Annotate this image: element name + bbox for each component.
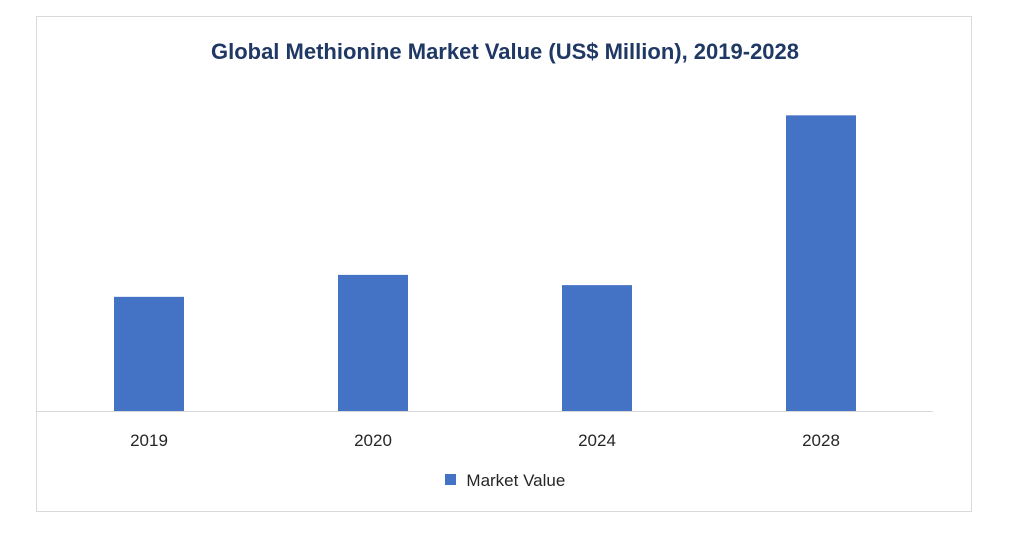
chart-title: Global Methionine Market Value (US$ Mill… — [210, 39, 800, 64]
x-tick-label-2020: 2020 — [354, 431, 392, 450]
bar-2019 — [114, 296, 184, 411]
x-tick-labels: 2019 2020 2024 2028 — [130, 431, 840, 450]
x-tick-label-2019: 2019 — [130, 431, 168, 450]
bar-2024 — [562, 285, 632, 411]
legend: Market Value — [37, 471, 973, 491]
chart-container: Global Methionine Market Value (US$ Mill… — [36, 16, 972, 512]
bar-2020 — [338, 274, 408, 411]
x-tick-label-2024: 2024 — [578, 431, 616, 450]
plot-area: 2019 2020 2024 2028 — [37, 115, 933, 450]
x-tick-label-2028: 2028 — [802, 431, 840, 450]
bars-group — [114, 115, 856, 411]
legend-swatch — [444, 474, 456, 486]
bar-2028 — [786, 115, 856, 411]
legend-label: Market Value — [466, 471, 566, 490]
